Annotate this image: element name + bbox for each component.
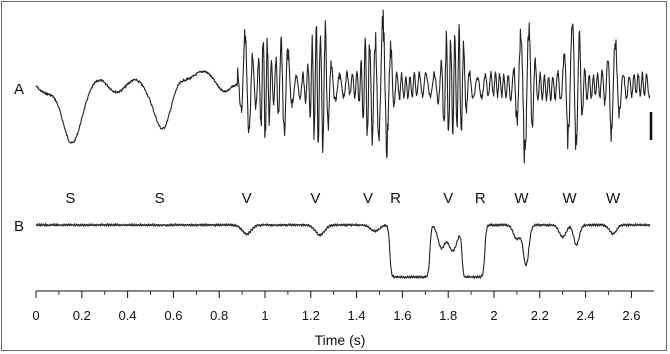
x-tick-label: 2.2 — [531, 308, 549, 323]
event-label: S — [65, 190, 75, 207]
x-tick-label: 1.2 — [302, 308, 320, 323]
event-label: W — [606, 190, 621, 207]
event-label: S — [155, 190, 165, 207]
x-tick-label: 1.8 — [439, 308, 457, 323]
x-axis-title: Time (s) — [315, 332, 366, 348]
x-tick-label: 2.4 — [577, 308, 595, 323]
x-tick-label: 1.4 — [348, 308, 366, 323]
x-tick-label: 0.2 — [73, 308, 91, 323]
event-label: R — [390, 190, 401, 207]
trace-b-line — [35, 223, 651, 279]
x-tick-label: 0 — [32, 308, 39, 323]
x-tick-label: 0.4 — [119, 308, 137, 323]
event-label: R — [475, 190, 486, 207]
event-label: W — [514, 190, 529, 207]
trace-label-a: A — [14, 81, 24, 98]
x-tick-label: 0.8 — [210, 308, 228, 323]
event-label: V — [443, 190, 453, 207]
event-label: V — [363, 190, 373, 207]
trace-label-b: B — [14, 218, 24, 235]
x-axis-ticks: 0 0.2 0.4 0.6 0.8 1 1.2 1.4 1.6 1.8 2 2.2 2.4 2.6 — [32, 291, 640, 323]
x-tick-label: 1.6 — [393, 308, 411, 323]
x-tick-label: 1 — [261, 308, 268, 323]
x-tick-label: 0.6 — [164, 308, 182, 323]
event-label: V — [310, 190, 320, 207]
event-label: W — [562, 190, 577, 207]
trace-a-line — [35, 9, 651, 164]
x-tick-label: 2.6 — [622, 308, 640, 323]
event-label: V — [242, 190, 252, 207]
x-tick-label: 2 — [490, 308, 497, 323]
